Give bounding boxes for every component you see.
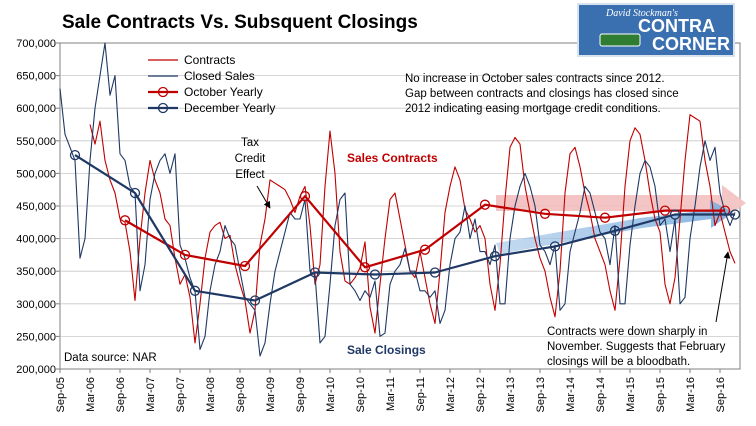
x-tick-label: Sep-09 [295, 377, 307, 412]
annotation-sale-closings: Sale Closings [347, 343, 426, 357]
point-october-yearly [239, 260, 251, 272]
x-tick-label: Mar-11 [385, 377, 397, 411]
x-tick-label: Mar-06 [85, 377, 97, 412]
data-source: Data source: NAR [64, 352, 157, 364]
annotation-tax-line-2: Credit [235, 153, 266, 165]
series-line-closed-sales [59, 42, 736, 357]
legend-label-december-yearly: December Yearly [184, 101, 275, 115]
point-december-yearly [69, 149, 81, 161]
y-tick-label: 550,000 [16, 136, 56, 148]
y-tick-label: 650,000 [16, 71, 56, 83]
legend-label-closed-sales: Closed Sales [184, 69, 255, 83]
annotation-note-line-2: Gap between contracts and closings has c… [405, 88, 679, 100]
legend-label-contracts: Contracts [184, 53, 235, 67]
logo-background [577, 3, 735, 57]
point-december-yearly [369, 269, 381, 280]
series-line-october-yearly [124, 195, 725, 269]
x-tick-label: Mar-07 [145, 377, 157, 412]
y-tick-label: 300,000 [16, 299, 56, 311]
point-october-yearly [479, 199, 491, 210]
point-october-yearly [419, 244, 431, 255]
x-tick-label: Mar-16 [685, 377, 697, 412]
legend-label-october-yearly: October Yearly [184, 85, 263, 99]
annotation-tax-arrow [256, 185, 271, 209]
contra-corner-logo: David Stockman's CONTRA CORNER [577, 3, 735, 57]
point-december-yearly [489, 251, 501, 262]
x-tick-label: Mar-15 [625, 377, 637, 412]
point-december-yearly [729, 209, 741, 220]
annotation-tax-line-3: Effect [235, 169, 265, 181]
point-december-yearly [129, 187, 141, 199]
logo-line-1: David Stockman's [605, 8, 678, 19]
annotation-tax-credit: Tax Credit Effect [235, 137, 271, 209]
point-october-yearly [539, 208, 551, 219]
x-tick-label: Sep-08 [235, 377, 247, 412]
x-tick-label: Sep-05 [55, 377, 67, 412]
x-tick-label: Mar-14 [565, 377, 577, 412]
x-tick-label: Mar-12 [445, 377, 457, 412]
red-trend-arrow [496, 185, 746, 221]
chart-title: Sale Contracts Vs. Subsquent Closings [62, 12, 418, 33]
point-october-yearly [119, 215, 131, 226]
logo-line-2b: CORNER [652, 34, 730, 54]
point-october-yearly [659, 205, 671, 216]
y-tick-label: 500,000 [16, 168, 56, 180]
x-tick-label: Mar-13 [505, 377, 517, 412]
y-tick-label: 400,000 [16, 234, 56, 246]
point-december-yearly [549, 241, 561, 252]
annotation-note: No increase in October sales contracts s… [405, 73, 679, 115]
annotation-sales-contracts: Sales Contracts [347, 151, 438, 165]
annotation-down-line-2: November. Suggests that February [547, 341, 726, 353]
point-december-yearly [669, 209, 681, 220]
y-tick-label: 350,000 [16, 266, 56, 278]
annotation-tax-line-1: Tax [241, 137, 259, 149]
x-tick-label: Sep-11 [415, 377, 427, 412]
annotation-down-arrow [715, 251, 731, 323]
x-tick-label: Sep-12 [475, 377, 487, 412]
y-axis: 200,000 250,000 300,000 350,000 400,000 450,0… [16, 38, 60, 376]
x-tick-label: Sep-15 [655, 377, 667, 412]
legend-marker-december-yearly [157, 102, 169, 114]
series-layer [59, 42, 741, 357]
annotation-note-line-1: No increase in October sales contracts s… [405, 73, 665, 85]
point-december-yearly [309, 267, 321, 278]
point-october-yearly [599, 212, 611, 223]
x-tick-label: Mar-08 [205, 377, 217, 412]
annotation-down-line-1: Contracts were down sharply in [547, 326, 707, 338]
annotation-note-line-3: 2012 indicating easing mortgage credit c… [405, 103, 661, 115]
y-tick-label: 450,000 [16, 201, 56, 213]
x-tick-label: Sep-10 [355, 377, 367, 412]
logo-line-2a: CONTRA [638, 16, 715, 36]
x-tick-label: Mar-10 [325, 377, 337, 412]
point-december-yearly [249, 295, 261, 306]
x-tick-label: Sep-13 [535, 377, 547, 412]
annotation-down-line-3: closings will be a bloodbath. [547, 356, 690, 368]
y-tick-label: 700,000 [16, 38, 56, 50]
point-december-yearly [429, 267, 441, 278]
x-tick-label: Sep-06 [115, 377, 127, 412]
point-october-yearly [299, 191, 311, 202]
x-tick-label: Sep-14 [595, 377, 607, 412]
x-tick-label: Mar-09 [265, 377, 277, 412]
annotation-down: Contracts were down sharply in November.… [547, 251, 731, 368]
legend-marker-october-yearly [157, 86, 169, 98]
series-line-december-yearly [74, 154, 735, 302]
point-december-yearly [189, 285, 201, 296]
y-tick-label: 250,000 [16, 331, 56, 343]
x-tick-label: Sep-07 [175, 377, 187, 412]
y-tick-label: 200,000 [16, 364, 56, 376]
point-december-yearly [609, 225, 621, 236]
point-october-yearly [359, 262, 371, 273]
x-tick-label: Sep-16 [715, 377, 727, 412]
x-axis: Sep-05 Mar-06 Sep-06 Mar-07 Sep-07 Mar-08 Sep-… [55, 369, 727, 412]
y-tick-label: 600,000 [16, 103, 56, 115]
legend: Contracts Closed Sales October Yearly De… [148, 53, 275, 115]
logo-street-sign [599, 33, 641, 47]
point-october-yearly [179, 249, 191, 261]
